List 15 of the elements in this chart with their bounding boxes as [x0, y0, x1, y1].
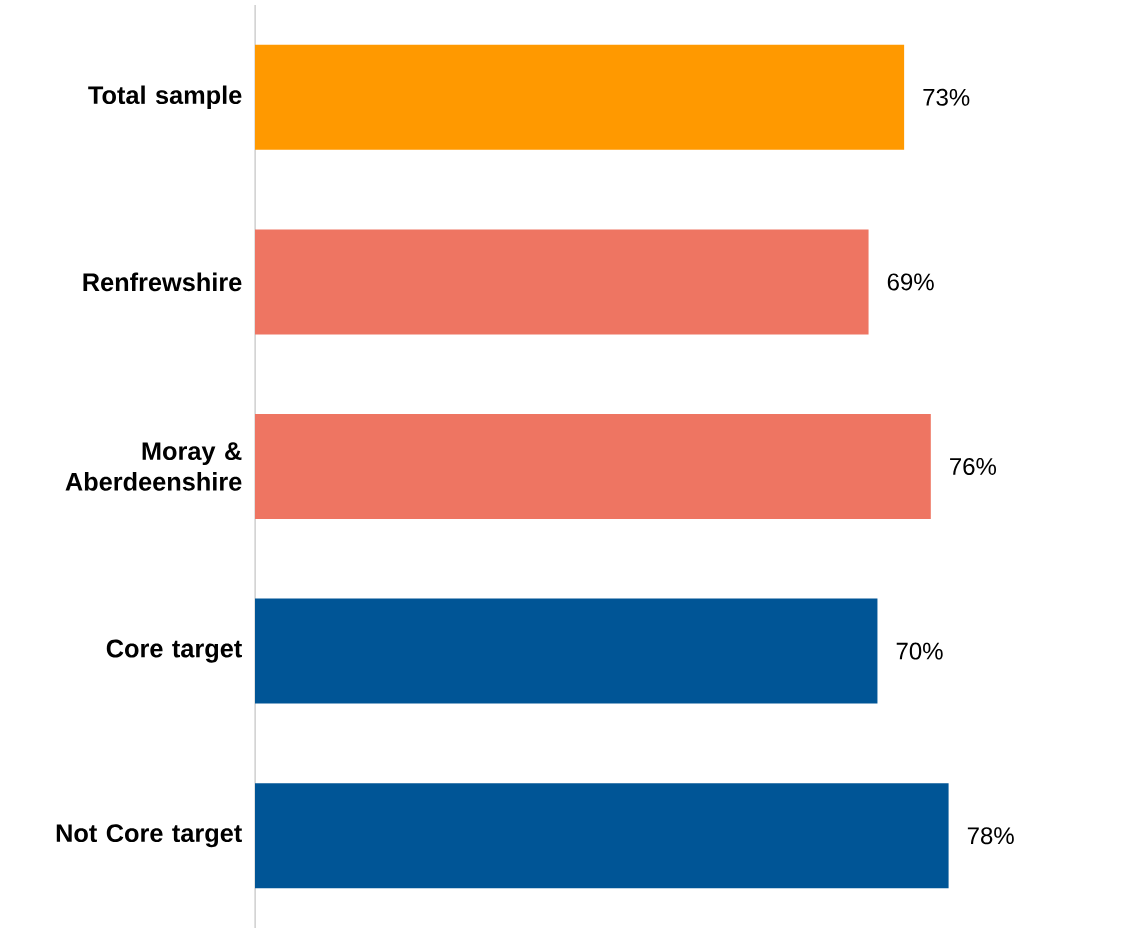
bar — [255, 229, 869, 335]
data-label: 70% — [896, 642, 943, 660]
y-tick-label: Renfrewshire — [83, 272, 242, 292]
bar — [255, 414, 931, 519]
data-label: 76% — [950, 457, 997, 475]
bar — [255, 44, 905, 150]
y-tick-label: Core target — [106, 639, 242, 663]
data-label: 69% — [887, 273, 934, 291]
bar — [255, 598, 878, 704]
data-label: 73% — [923, 88, 970, 106]
y-tick-label: Total sample — [88, 85, 242, 110]
data-label: 78% — [967, 827, 1014, 845]
y-tick-label: Not Core target — [56, 824, 242, 848]
y-tick-label: Moray & Aberdeenshire — [65, 442, 242, 491]
bar — [255, 783, 949, 889]
